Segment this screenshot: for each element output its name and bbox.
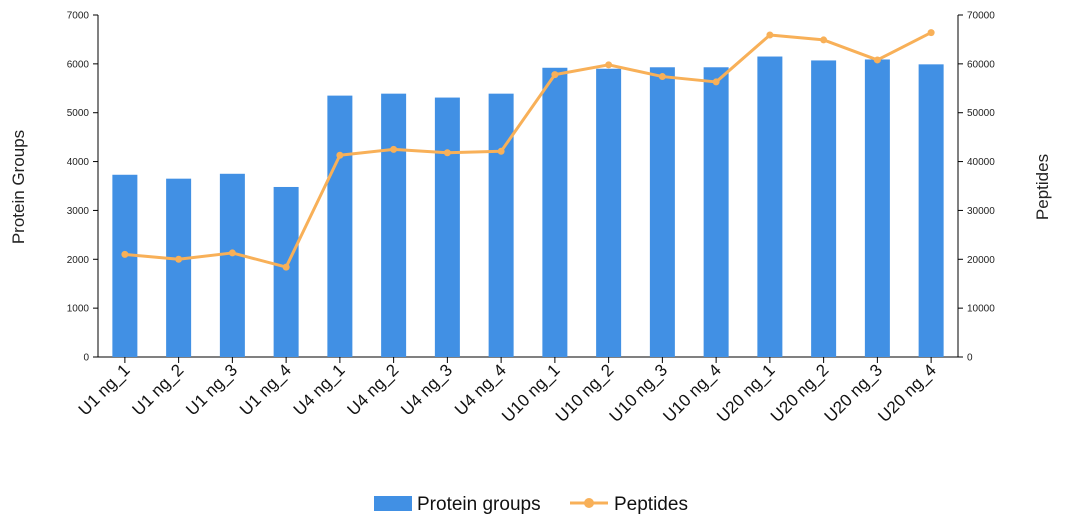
legend-label-peptides: Peptides xyxy=(614,494,688,515)
bar xyxy=(542,67,568,357)
line-point xyxy=(282,263,290,271)
peptides-line xyxy=(124,31,932,269)
left-axis-title: Protein Groups xyxy=(9,130,28,244)
right-tick-label: 10000 xyxy=(967,304,995,315)
bar xyxy=(703,67,729,357)
line-point xyxy=(497,147,505,155)
legend-swatch-peptides-marker xyxy=(584,498,594,508)
x-tick-label: U1 ng_4 xyxy=(236,360,295,419)
left-tick-label: 6000 xyxy=(67,59,90,70)
right-tick-label: 30000 xyxy=(967,206,995,217)
x-tick-label: U1 ng_1 xyxy=(75,360,134,419)
legend-swatch-protein-groups xyxy=(374,496,412,511)
right-tick-label: 70000 xyxy=(967,11,995,22)
right-tick-label: 40000 xyxy=(967,157,995,168)
x-tick-label: U20 ng_2 xyxy=(767,360,833,426)
bar xyxy=(273,186,299,357)
right-tick-label: 50000 xyxy=(967,108,995,119)
left-y-axis: 0 1000 2000 3000 4000 5000 6000 7000 xyxy=(67,11,99,364)
bar xyxy=(864,59,890,358)
bar xyxy=(649,67,675,357)
bar xyxy=(219,173,245,357)
x-tick-label: U1 ng_2 xyxy=(129,360,188,419)
line-point xyxy=(712,78,720,86)
right-tick-label: 20000 xyxy=(967,255,995,266)
x-tick-label: U4 ng_3 xyxy=(397,360,456,419)
line-point xyxy=(820,36,828,44)
bar xyxy=(381,93,407,357)
right-tick-label: 60000 xyxy=(967,59,995,70)
line-point xyxy=(228,249,236,257)
bar xyxy=(434,97,460,357)
line-point xyxy=(175,255,183,263)
bar xyxy=(166,178,192,357)
x-tick-label: U1 ng_3 xyxy=(182,360,241,419)
x-tick-label: U20 ng_4 xyxy=(874,360,940,426)
line-point xyxy=(551,71,559,79)
left-tick-label: 3000 xyxy=(67,206,90,217)
left-tick-label: 1000 xyxy=(67,304,90,315)
line-point xyxy=(766,31,774,39)
bar xyxy=(757,56,783,358)
left-tick-label: 4000 xyxy=(67,157,90,168)
bar xyxy=(918,64,944,358)
left-tick-label: 7000 xyxy=(67,11,90,22)
left-tick-label: 5000 xyxy=(67,108,90,119)
x-tick-label: U20 ng_3 xyxy=(821,360,887,426)
x-tick-label: U4 ng_2 xyxy=(344,360,403,419)
bar xyxy=(811,60,837,358)
right-y-axis: 0 10000 20000 30000 40000 50000 60000 70000 xyxy=(957,11,995,364)
line-point xyxy=(121,250,129,258)
bar xyxy=(327,95,353,357)
bar xyxy=(112,174,138,357)
x-tick-label: U4 ng_1 xyxy=(290,360,349,419)
right-axis-title: Peptides xyxy=(1033,154,1052,220)
line-point xyxy=(443,149,451,157)
bar xyxy=(596,68,622,357)
x-tick-label: U10 ng_1 xyxy=(498,360,564,426)
left-tick-label: 2000 xyxy=(67,255,90,266)
bar xyxy=(488,93,514,357)
legend-label-protein-groups: Protein groups xyxy=(417,494,541,515)
x-tick-label: U20 ng_1 xyxy=(713,360,779,426)
x-axis: U1 ng_1U1 ng_2U1 ng_3U1 ng_4U4 ng_1U4 ng… xyxy=(75,356,958,426)
line-point xyxy=(927,29,935,37)
line-point xyxy=(658,73,666,81)
x-tick-label: U10 ng_4 xyxy=(659,360,725,426)
line-point xyxy=(873,56,881,64)
line-point xyxy=(336,151,344,159)
legend: Protein groups Peptides xyxy=(374,494,688,515)
line-point xyxy=(605,61,613,69)
right-tick-label: 0 xyxy=(967,353,973,364)
line-series-peptides xyxy=(121,29,935,271)
bar-series-protein-groups xyxy=(112,56,944,358)
x-tick-label: U10 ng_3 xyxy=(606,360,672,426)
x-tick-label: U10 ng_2 xyxy=(552,360,618,426)
left-tick-label: 0 xyxy=(83,353,89,364)
line-point xyxy=(390,145,398,153)
